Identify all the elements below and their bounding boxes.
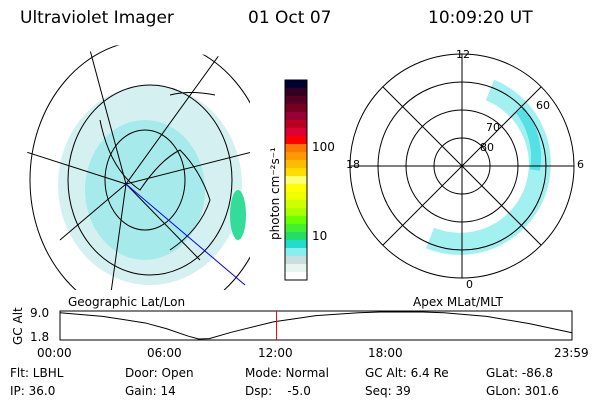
colorbar-segment bbox=[285, 112, 307, 121]
colorbar-segment bbox=[285, 240, 307, 249]
colorbar-segment bbox=[285, 224, 307, 233]
ip-info: IP: 36.0 bbox=[10, 384, 56, 398]
colorbar-segment bbox=[285, 96, 307, 105]
y-tick-9: 9.0 bbox=[30, 306, 50, 320]
instrument-title: Ultraviolet Imager bbox=[20, 8, 174, 28]
colorbar-segment bbox=[285, 176, 307, 185]
left-panel-label: Geographic Lat/Lon bbox=[68, 295, 186, 309]
colorbar bbox=[285, 80, 307, 281]
x-tick-18: 18:00 bbox=[368, 346, 403, 360]
filter-info: Flt: LBHL bbox=[10, 366, 64, 380]
colorbar-segment bbox=[285, 264, 307, 273]
date-label: 01 Oct 07 bbox=[248, 8, 332, 28]
mlat-label-80: 80 bbox=[480, 141, 494, 154]
colorbar-segment bbox=[285, 80, 307, 89]
colorbar-segment bbox=[285, 272, 307, 281]
colorbar-segment bbox=[285, 184, 307, 193]
colorbar-segment bbox=[285, 152, 307, 161]
gain-info: Gain: 14 bbox=[125, 384, 176, 398]
colorbar-segment bbox=[285, 232, 307, 241]
geographic-map bbox=[27, 45, 251, 290]
colorbar-segment bbox=[285, 104, 307, 113]
colorbar-segment bbox=[285, 160, 307, 169]
mlat-label-70: 70 bbox=[486, 121, 500, 134]
mlt-label-6: 6 bbox=[577, 158, 584, 171]
dsp-info: Dsp: -5.0 bbox=[245, 384, 311, 398]
x-tick-end: 23:59 bbox=[554, 346, 589, 360]
door-info: Door: Open bbox=[125, 366, 194, 380]
y-axis-label: GC Alt bbox=[11, 307, 25, 345]
x-tick-12: 12:00 bbox=[258, 346, 293, 360]
colorbar-segment bbox=[285, 208, 307, 217]
colorbar-segment bbox=[285, 144, 307, 153]
x-tick-6: 06:00 bbox=[147, 346, 182, 360]
time-label: 10:09:20 UT bbox=[428, 8, 533, 28]
colorbar-segment bbox=[285, 200, 307, 209]
colorbar-segment bbox=[285, 192, 307, 201]
seq-info: Seq: 39 bbox=[365, 384, 411, 398]
right-panel-label: Apex MLat/MLT bbox=[413, 295, 503, 309]
colorbar-segment bbox=[285, 88, 307, 97]
apex-polar-plot bbox=[349, 53, 575, 279]
mlt-label-12: 12 bbox=[456, 48, 470, 61]
mlt-label-0: 0 bbox=[466, 278, 473, 291]
colorbar-segment bbox=[285, 216, 307, 225]
gc-alt-line bbox=[59, 311, 573, 340]
colorbar-segment bbox=[285, 256, 307, 265]
glon-info: GLon: 301.6 bbox=[486, 384, 559, 398]
colorbar-segment bbox=[285, 168, 307, 177]
mode-info: Mode: Normal bbox=[245, 366, 329, 380]
colorbar-tick-100: 100 bbox=[312, 140, 335, 154]
glat-info: GLat: -86.8 bbox=[486, 366, 553, 380]
colorbar-segment bbox=[285, 248, 307, 257]
y-tick-1.8: 1.8 bbox=[30, 330, 50, 344]
colorbar-segment bbox=[285, 136, 307, 145]
colorbar-segment bbox=[285, 128, 307, 137]
mlt-label-18: 18 bbox=[346, 158, 360, 171]
gc-alt-chart bbox=[59, 310, 573, 341]
colorbar-segment bbox=[285, 120, 307, 129]
x-tick-0: 00:00 bbox=[37, 346, 72, 360]
mlat-label-60: 60 bbox=[536, 99, 550, 112]
gc-alt-info: GC Alt: 6.4 Re bbox=[365, 366, 449, 380]
colorbar-tick-10: 10 bbox=[312, 229, 328, 243]
colorbar-label: photon cm⁻²s⁻¹ bbox=[268, 147, 282, 240]
